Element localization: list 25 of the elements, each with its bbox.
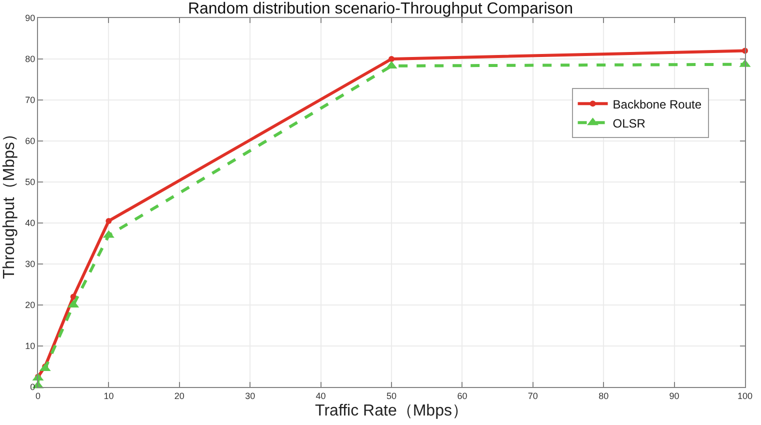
- y-tick-label: 40: [25, 218, 36, 228]
- y-tick-label: 80: [25, 54, 36, 64]
- x-tick-label: 90: [669, 390, 680, 401]
- x-tick-label: 70: [528, 390, 538, 401]
- y-tick-label: 10: [25, 341, 36, 352]
- y-axis-title: Throughput（Mbps）: [1, 126, 18, 279]
- x-tick-label: 40: [316, 390, 326, 401]
- y-tick-label: 50: [25, 177, 36, 188]
- y-tick-label: 30: [25, 259, 36, 270]
- x-tick-label: 10: [104, 390, 114, 401]
- y-tick-label: 70: [25, 95, 36, 106]
- y-tick-label: 20: [25, 300, 36, 310]
- x-tick-label: 80: [598, 390, 609, 401]
- x-tick-label: 50: [386, 390, 397, 401]
- x-tick-label: 60: [457, 390, 468, 401]
- chart-title: Random distribution scenario-Throughput Comparison: [188, 0, 574, 18]
- x-axis-title: Traffic Rate（Mbps）: [315, 402, 468, 420]
- x-tick-label: 100: [737, 390, 753, 401]
- y-tick-label: 90: [25, 13, 36, 24]
- x-tick-label: 30: [245, 390, 256, 401]
- x-tick-label: 20: [174, 390, 184, 401]
- legend-label: Backbone Route: [612, 97, 702, 112]
- y-tick-label: 60: [25, 136, 36, 146]
- legend-label: OLSR: [612, 116, 646, 130]
- y-tick-label: 0: [30, 382, 36, 392]
